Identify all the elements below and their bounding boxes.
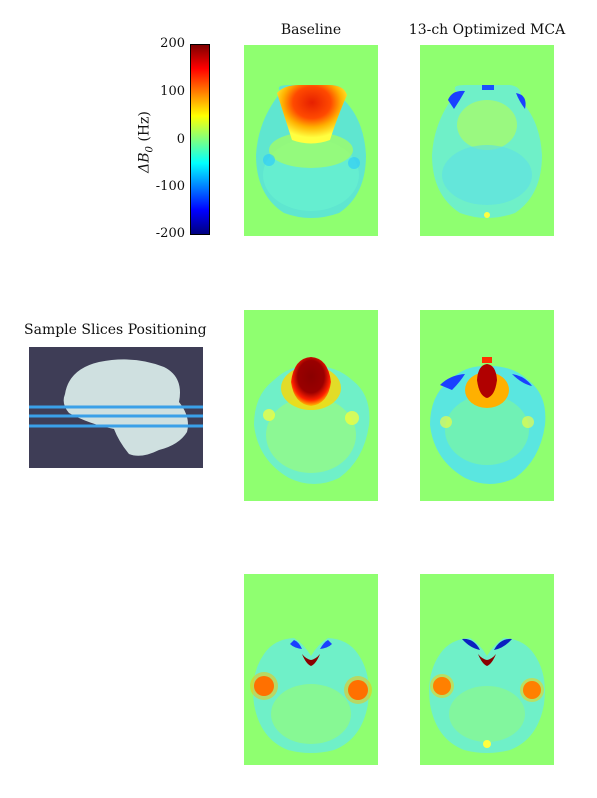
colorbar [190,44,210,235]
colorbar-tick-200: 200 [160,36,185,51]
colorbar-label: ΔB0 (Hz) [136,111,156,173]
field-map-baseline-slice-2 [244,310,378,501]
colorbar-tick-minus-200: -200 [155,226,185,241]
field-map-baseline-slice-1 [244,45,378,236]
column-title-optimized: 13-ch Optimized MCA [408,22,566,38]
colorbar-tick-100: 100 [160,84,185,99]
field-map-baseline-slice-3 [244,574,378,765]
column-title-baseline: Baseline [280,22,342,38]
colorbar-tick-minus-100: -100 [155,179,185,194]
field-map-optimized-slice-3 [420,574,554,765]
field-map-optimized-slice-1 [420,45,554,236]
colorbar-tick-0: 0 [176,132,185,147]
slice-positioning-image [29,347,203,468]
positioning-title: Sample Slices Positioning [24,322,207,338]
field-map-optimized-slice-2 [420,310,554,501]
